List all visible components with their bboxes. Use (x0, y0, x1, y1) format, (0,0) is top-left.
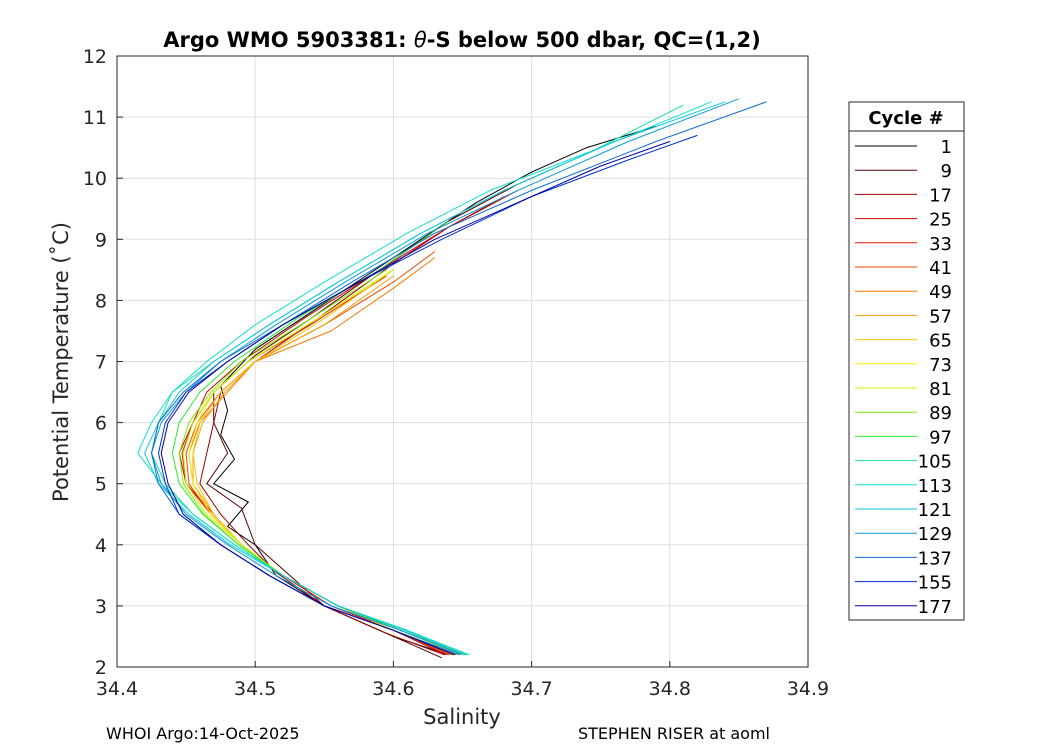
title-theta: θ (414, 28, 427, 52)
legend-label-33: 33 (929, 234, 952, 255)
y-tick-label: 3 (95, 596, 107, 618)
y-tick-label: 10 (83, 168, 107, 190)
footer-left: WHOI Argo:14-Oct-2025 (106, 724, 300, 743)
legend-label-105: 105 (918, 452, 952, 473)
x-tick-label: 34.5 (234, 678, 276, 700)
y-tick-label: 5 (95, 474, 107, 496)
legend-label-41: 41 (929, 258, 952, 279)
legend-label-177: 177 (918, 597, 952, 618)
y-tick-label: 4 (95, 535, 107, 557)
y-axis-label: Potential Temperature (˚C) (49, 222, 73, 502)
y-tick-label: 9 (95, 229, 107, 251)
series-line-cycle-177 (160, 141, 670, 656)
legend-label-17: 17 (929, 185, 952, 206)
x-tick-label: 34.7 (510, 678, 552, 700)
legend-label-1: 1 (941, 137, 952, 158)
legend-label-121: 121 (918, 500, 952, 521)
y-tick-label: 2 (95, 657, 107, 679)
legend-items: 1 9 17 25 33 41 49 57 65 73 81 89 97 105 113 121 129 137 1… (855, 137, 952, 618)
legend-label-81: 81 (929, 379, 952, 400)
chart-title: Argo WMO 5903381: θ-S below 500 dbar, QC… (163, 28, 760, 52)
x-tick-label: 34.6 (372, 678, 414, 700)
title-prefix: Argo WMO 5903381: (163, 28, 414, 52)
legend-label-73: 73 (929, 355, 952, 376)
legend-label-129: 129 (918, 524, 952, 545)
x-ticks: 34.4 34.5 34.6 34.7 34.8 34.9 (96, 661, 829, 700)
x-tick-label: 34.8 (649, 678, 691, 700)
legend-label-97: 97 (929, 427, 952, 448)
legend: Cycle # 1 9 17 25 33 41 49 57 65 73 81 89 97 105 113 12… (848, 101, 965, 621)
legend-label-137: 137 (918, 548, 952, 569)
legend-label-57: 57 (929, 306, 952, 327)
y-tick-label: 6 (95, 413, 107, 435)
legend-label-25: 25 (929, 210, 952, 231)
legend-label-89: 89 (929, 403, 952, 424)
legend-label-65: 65 (929, 331, 952, 352)
y-tick-label: 11 (83, 107, 107, 129)
series-line-cycle-129 (151, 98, 740, 656)
legend-label-9: 9 (941, 161, 952, 182)
legend-label-49: 49 (929, 282, 952, 303)
legend-title: Cycle # (868, 108, 943, 129)
x-tick-label: 34.4 (96, 678, 138, 700)
series-line-cycle-1 (213, 125, 657, 656)
y-tick-label: 7 (95, 352, 107, 374)
x-tick-label: 34.9 (787, 678, 829, 700)
footer-right: STEPHEN RISER at aoml (578, 724, 770, 743)
data-series (137, 98, 767, 659)
legend-label-155: 155 (918, 573, 952, 594)
x-axis-label: Salinity (423, 705, 501, 729)
title-suffix: -S below 500 dbar, QC=(1,2) (427, 28, 761, 52)
y-tick-label: 12 (83, 46, 107, 68)
y-tick-label: 8 (95, 290, 107, 312)
legend-label-113: 113 (918, 476, 952, 497)
y-ticks: 2 3 4 5 6 7 8 9 10 11 12 (83, 46, 123, 679)
